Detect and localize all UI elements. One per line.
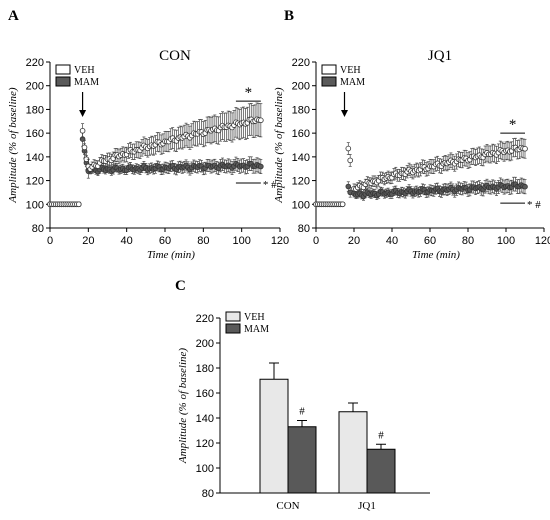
legend-swatch-veh <box>321 64 337 75</box>
data-point-mam <box>258 163 264 170</box>
x-tick-label: 20 <box>82 235 94 247</box>
y-axis-label: Amplitude (% of baseline) <box>177 348 189 465</box>
legend-label-veh: VEH <box>74 65 95 76</box>
y-tick-label: 100 <box>196 463 214 475</box>
y-axis-label: Amplitude (% of baseline) <box>7 87 19 204</box>
x-tick-label: 100 <box>497 235 515 247</box>
x-tick-label: 120 <box>271 235 289 247</box>
y-tick-label: 160 <box>196 388 214 400</box>
legend-label-mam: MAM <box>340 77 365 88</box>
y-tick-label: 80 <box>32 223 44 235</box>
bar-mam-jq1 <box>366 448 396 494</box>
category-label: CON <box>276 500 299 512</box>
panel-letter: A <box>8 8 19 24</box>
y-tick-label: 80 <box>202 488 214 500</box>
significance-marker: # <box>299 406 305 418</box>
x-tick-label: 20 <box>348 235 360 247</box>
y-tick-label: 100 <box>26 199 44 211</box>
legend-swatch-veh <box>55 64 71 75</box>
bar-mam-con <box>287 426 317 494</box>
significance-marker: * # <box>527 199 541 211</box>
panel-c: 80 100 120 140 160 180 200 220 C Amplitude (% of … <box>175 278 430 512</box>
data-point-veh <box>339 201 346 208</box>
panel-a: 80 100 120 140 160 180 200 220 0 20 40 60 80 100 120 A C… <box>7 8 289 261</box>
x-tick-label: 100 <box>232 235 250 247</box>
data-point-veh <box>347 157 354 164</box>
x-tick-label: 40 <box>386 235 398 247</box>
y-tick-label: 100 <box>292 199 310 211</box>
significance-marker: * # <box>263 179 277 191</box>
x-axis-label: Time (min) <box>147 249 195 261</box>
category-label: JQ1 <box>358 500 376 512</box>
x-tick-label: 120 <box>535 235 550 247</box>
legend-label-veh: VEH <box>340 65 361 76</box>
legend-swatch-mam <box>225 323 241 334</box>
x-tick-label: 60 <box>424 235 436 247</box>
data-point-veh <box>522 145 528 152</box>
legend-label-veh: VEH <box>244 312 265 323</box>
x-tick-label: 40 <box>121 235 133 247</box>
panel-letter: C <box>175 278 186 294</box>
y-tick-label: 140 <box>26 152 44 164</box>
y-tick-label: 160 <box>292 128 310 140</box>
significance-marker: # <box>378 429 384 441</box>
y-tick-label: 220 <box>292 57 310 69</box>
chart-title: JQ1 <box>428 48 452 64</box>
chart-title: CON <box>159 48 191 64</box>
x-tick-label: 80 <box>197 235 209 247</box>
legend-swatch-mam <box>321 76 337 87</box>
bar-veh-jq1 <box>338 411 368 494</box>
y-tick-label: 220 <box>26 57 44 69</box>
legend-label-mam: MAM <box>74 77 99 88</box>
stimulus-arrowhead <box>341 110 348 117</box>
y-tick-label: 120 <box>196 438 214 450</box>
bar-veh-con <box>259 378 289 494</box>
legend-swatch-mam <box>55 76 71 87</box>
y-tick-label: 140 <box>292 152 310 164</box>
legend-swatch-veh <box>225 311 241 322</box>
stimulus-arrowhead <box>79 110 87 117</box>
y-tick-label: 180 <box>292 104 310 116</box>
y-tick-label: 180 <box>26 104 44 116</box>
y-axis-label: Amplitude (% of baseline) <box>273 87 285 204</box>
y-tick-label: 120 <box>26 176 44 188</box>
panel-b: 80 100 120 140 160 180 200 220 0 20 40 60 80 100 120 B J… <box>273 8 550 261</box>
significance-marker: * <box>509 117 517 133</box>
panel-letter: B <box>284 8 294 24</box>
y-tick-label: 200 <box>26 81 44 93</box>
x-tick-label: 80 <box>462 235 474 247</box>
data-point-veh <box>81 144 88 151</box>
x-axis-label: Time (min) <box>412 249 460 261</box>
data-point-veh <box>258 117 264 124</box>
x-tick-label: 0 <box>47 235 53 247</box>
x-tick-label: 60 <box>159 235 171 247</box>
y-tick-label: 120 <box>292 176 310 188</box>
data-point-mam <box>522 183 528 190</box>
data-point-veh <box>345 145 352 152</box>
significance-marker: * <box>245 85 253 101</box>
legend-label-mam: MAM <box>244 324 269 335</box>
data-point-veh <box>75 201 82 208</box>
y-tick-label: 80 <box>298 223 310 235</box>
y-tick-label: 160 <box>26 128 44 140</box>
y-tick-label: 180 <box>196 363 214 375</box>
y-tick-label: 200 <box>196 338 214 350</box>
y-tick-label: 220 <box>196 313 214 325</box>
y-tick-label: 200 <box>292 81 310 93</box>
data-point-veh <box>79 127 86 134</box>
x-tick-label: 0 <box>313 235 319 247</box>
y-tick-label: 140 <box>196 413 214 425</box>
